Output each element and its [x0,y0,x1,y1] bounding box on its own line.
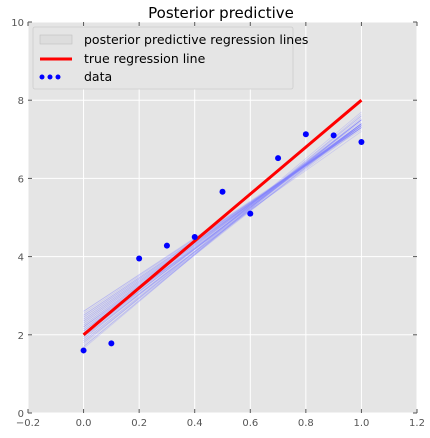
posterior-line [83,123,362,328]
posterior-line [83,111,362,345]
posterior-line [83,119,362,343]
data-point [163,242,170,249]
legend-data-marker [39,74,45,80]
legend-entry-data: data [39,69,112,84]
legend-swatch-data [39,74,61,80]
legend-entry-true-line: true regression line [40,51,206,66]
x-tick-label: 0.6 [242,418,258,429]
posterior-line [83,127,362,318]
x-tick-label: 1.2 [409,418,425,429]
posterior-lines-group [83,111,362,349]
x-tick-label: 0.2 [131,418,147,429]
posterior-line [83,121,362,328]
data-point [80,347,87,354]
x-tick-label: 0.4 [187,418,203,429]
data-point [275,155,282,162]
legend-data-marker [55,74,61,80]
data-point [191,234,198,241]
legend-label-posterior: posterior predictive regression lines [84,32,308,47]
legend-label-data: data [84,69,112,84]
legend-data-marker [47,74,53,80]
y-tick-label: 8 [18,96,24,107]
data-point [247,210,254,217]
posterior-line [83,127,362,314]
y-tick-label: 6 [18,174,24,185]
posterior-line [83,125,362,338]
posterior-line [83,119,362,336]
chart-title: Posterior predictive [148,4,294,22]
legend-label-true-line: true regression line [84,51,206,66]
data-points-group [80,131,365,354]
posterior-line [83,123,362,341]
posterior-line [83,123,362,334]
posterior-line [83,115,362,340]
posterior-line [83,123,362,326]
posterior-line [83,125,362,322]
posterior-line [83,123,362,334]
posterior-line [83,125,362,322]
x-axis-ticks: −0.2 0.0 0.2 0.4 0.6 0.8 1.0 1.2 [16,22,425,429]
posterior-line [83,125,362,320]
posterior-line [83,125,362,326]
y-tick-label: 0 [18,409,24,420]
data-point [330,132,337,139]
posterior-line [83,123,362,338]
posterior-line [83,119,362,340]
posterior-line [83,123,362,343]
legend-box [32,26,294,90]
legend-entry-posterior: posterior predictive regression lines [39,32,308,47]
true-regression-line [82,99,363,336]
posterior-line [83,127,362,320]
x-tick-label: 1.0 [353,418,369,429]
posterior-line [83,113,362,349]
x-tick-label: −0.2 [16,418,40,429]
data-point [136,255,143,262]
data-point [302,131,309,138]
posterior-line [83,127,362,316]
x-tick-label: 0.8 [298,418,314,429]
posterior-line [83,123,362,324]
y-axis-ticks: 0 2 4 6 8 10 [11,18,417,420]
posterior-line [83,119,362,336]
data-point [219,188,226,195]
posterior-line [83,129,362,312]
posterior-line [83,125,362,318]
posterior-line [83,119,362,341]
posterior-line [83,117,362,347]
posterior-line [83,125,362,324]
posterior-line [83,115,362,347]
posterior-line [83,127,362,336]
y-tick-label: 2 [18,331,24,342]
y-tick-label: 10 [11,18,24,29]
data-point [358,139,365,146]
x-tick-label: 0.0 [76,418,92,429]
data-point [108,340,115,347]
legend-swatch-posterior [39,34,73,45]
y-tick-label: 4 [18,253,24,264]
posterior-line [83,127,362,316]
legend: posterior predictive regression lines tr… [32,26,308,90]
